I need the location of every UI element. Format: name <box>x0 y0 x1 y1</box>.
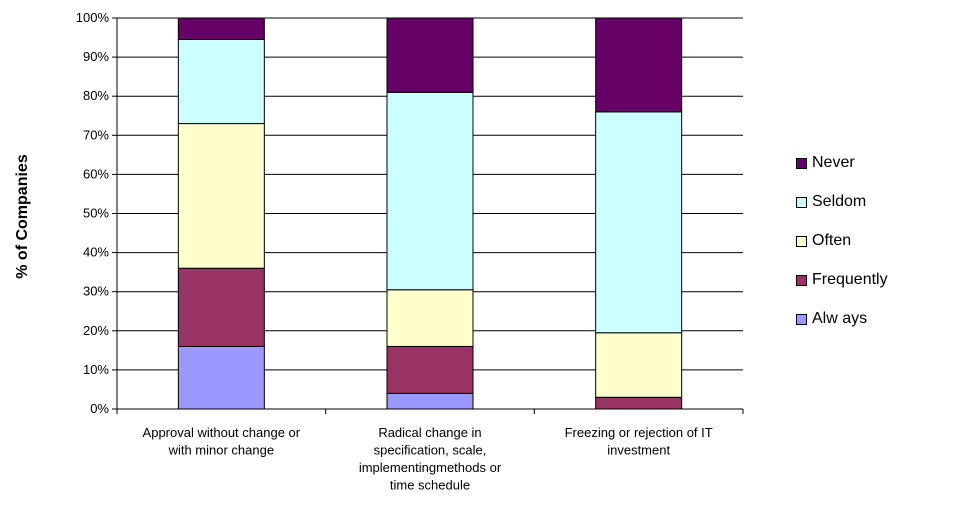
y-tick-label: 100% <box>76 10 110 25</box>
chart-legend: Never Seldom Often Frequently Alw ays <box>796 154 888 349</box>
x-category-label: specification, scale, <box>374 443 487 458</box>
legend-label: Frequently <box>812 271 888 288</box>
x-category-label: Freezing or rejection of IT <box>565 425 713 440</box>
legend-label: Often <box>812 232 852 249</box>
legend-item-often: Often <box>796 232 888 271</box>
legend-label: Never <box>812 154 855 171</box>
bar-segment-never <box>177 17 265 41</box>
x-category-label: Approval without change or <box>143 425 301 440</box>
bar-segment-never <box>386 17 474 93</box>
y-tick-label: 0% <box>90 401 109 416</box>
bar-segment-seldom <box>595 111 683 334</box>
x-category-label: with minor change <box>168 443 275 458</box>
x-category-label: implementingmethods or <box>359 460 502 475</box>
y-axis-title: % of Companies <box>14 154 31 279</box>
legend-swatch <box>796 197 807 208</box>
legend-item-never: Never <box>796 154 888 193</box>
legend-item-frequently: Frequently <box>796 271 888 310</box>
bar-segment-always <box>177 345 265 410</box>
y-tick-label: 50% <box>83 206 109 221</box>
bar-segment-frequently <box>177 267 265 347</box>
bar-segment-seldom <box>177 39 265 125</box>
y-tick-label: 70% <box>83 127 109 142</box>
y-tick-label: 60% <box>83 166 109 181</box>
y-tick-label: 80% <box>83 88 109 103</box>
bar-segment-often <box>177 123 265 269</box>
bar-segment-often <box>595 332 683 398</box>
bar-segment-frequently <box>386 345 474 394</box>
bar-segment-always <box>386 392 474 410</box>
legend-item-seldom: Seldom <box>796 193 888 232</box>
legend-swatch <box>796 275 807 286</box>
bar-segment-frequently <box>595 396 683 410</box>
x-category-label: Radical change in <box>378 425 481 440</box>
y-tick-label: 30% <box>83 284 109 299</box>
legend-label: Seldom <box>812 193 867 210</box>
bar-segment-seldom <box>386 91 474 291</box>
bar-segment-often <box>386 289 474 347</box>
legend-swatch <box>796 314 807 325</box>
y-tick-label: 10% <box>83 362 109 377</box>
legend-swatch <box>796 236 807 247</box>
bar-segment-never <box>595 17 683 113</box>
x-category-label: investment <box>607 443 670 458</box>
y-tick-label: 40% <box>83 245 109 260</box>
y-tick-label: 20% <box>83 323 109 338</box>
legend-item-always: Alw ays <box>796 310 888 349</box>
x-category-label: time schedule <box>390 478 470 493</box>
y-tick-label: 90% <box>83 49 109 64</box>
legend-label: Alw ays <box>812 310 868 327</box>
legend-swatch <box>796 158 807 169</box>
